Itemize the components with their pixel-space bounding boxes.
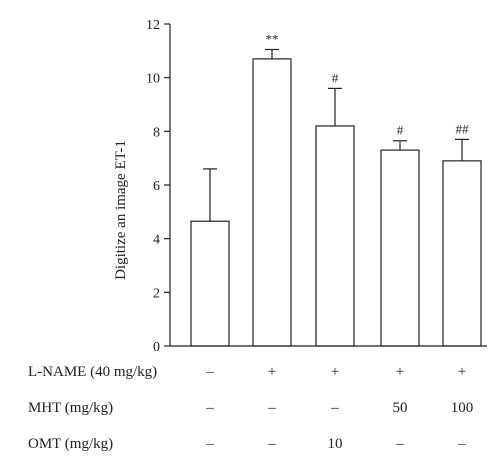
treatment-cell: 50 — [392, 400, 408, 416]
treatment-cell: – — [206, 436, 214, 452]
y-tick-label: 0 — [153, 340, 160, 355]
bar — [442, 160, 482, 347]
treatment-cell: 100 — [450, 400, 474, 416]
significance-annotation: ## — [456, 121, 470, 136]
y-axis-label: Digitize an image ET-1 — [113, 140, 129, 280]
y-tick-label: 8 — [153, 125, 160, 140]
bar — [380, 149, 420, 347]
treatment-row-label: OMT (mg/kg) — [28, 436, 114, 452]
treatment-cell: – — [206, 364, 214, 380]
bar — [190, 220, 230, 347]
treatment-cell: – — [331, 400, 339, 416]
treatment-cell: – — [268, 400, 276, 416]
y-tick-label: 2 — [153, 286, 160, 301]
treatment-cell: – — [206, 400, 214, 416]
significance-annotation: # — [332, 70, 339, 85]
treatment-cell: + — [330, 364, 340, 380]
treatment-cell: + — [457, 364, 467, 380]
treatment-cell: – — [458, 436, 466, 452]
treatment-cell: + — [267, 364, 277, 380]
treatment-cell: + — [395, 364, 405, 380]
y-tick-label: 12 — [146, 18, 160, 33]
treatment-row-label: L-NAME (40 mg/kg) — [28, 364, 158, 380]
treatment-cell: – — [396, 436, 404, 452]
treatment-row-label: MHT (mg/kg) — [28, 400, 114, 416]
y-tick-label: 10 — [146, 72, 160, 87]
bar — [315, 125, 355, 347]
treatment-cell: 10 — [327, 436, 343, 452]
significance-annotation: # — [397, 123, 404, 138]
y-tick-label: 6 — [153, 179, 160, 194]
bar — [252, 58, 292, 347]
treatment-cell: – — [268, 436, 276, 452]
y-tick-label: 4 — [153, 233, 160, 248]
significance-annotation: ** — [266, 31, 279, 46]
